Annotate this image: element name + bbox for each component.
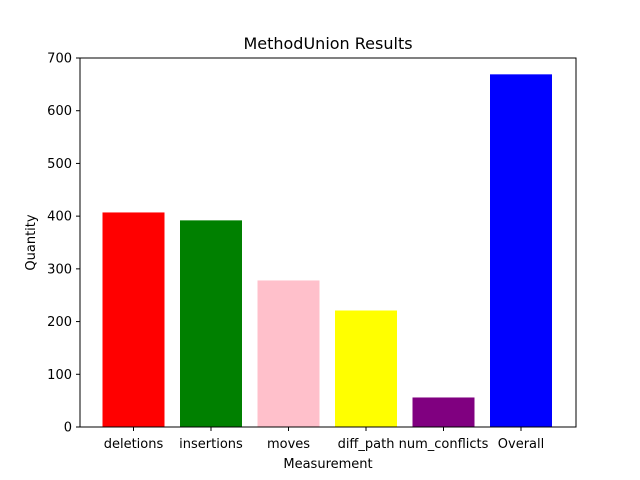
y-tick-label: 200 [47, 315, 72, 330]
x-tick-label: deletions [104, 437, 164, 452]
bar-deletions [102, 212, 165, 427]
y-tick-label: 400 [47, 210, 72, 225]
x-axis-ticks: deletions insertions moves diff_path num_con… [104, 427, 544, 452]
bar-diff-path [335, 310, 397, 427]
y-tick-label: 0 [64, 421, 72, 436]
y-axis-ticks: 0 100 200 300 400 500 600 700 [47, 52, 80, 436]
y-tick-label: 700 [47, 52, 72, 67]
x-tick-label: Overall [498, 437, 544, 452]
y-tick-label: 100 [47, 368, 72, 383]
bar-insertions [180, 220, 242, 427]
x-tick-label: num_conflicts [399, 437, 489, 452]
chart-title: MethodUnion Results [243, 34, 412, 53]
plot-area-frame [79, 57, 577, 428]
x-tick-label: moves [267, 437, 310, 452]
bar-num-conflicts [412, 397, 475, 427]
y-tick-label: 300 [47, 262, 72, 277]
y-axis-title: Quantity [24, 214, 39, 270]
x-axis-title: Measurement [283, 457, 372, 472]
bar-moves [257, 280, 320, 427]
y-tick-label: 500 [47, 157, 72, 172]
bar-overall [490, 74, 552, 427]
y-tick-label: 600 [47, 104, 72, 119]
bars-group [102, 74, 552, 427]
x-tick-label: diff_path [338, 437, 395, 452]
x-tick-label: insertions [179, 437, 243, 452]
